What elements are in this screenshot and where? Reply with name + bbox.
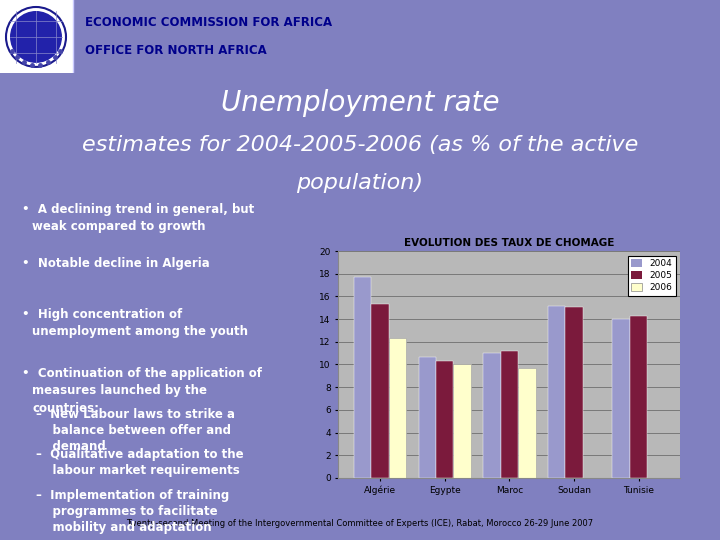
Text: weak compared to growth: weak compared to growth <box>32 220 206 233</box>
Text: •  High concentration of: • High concentration of <box>22 308 182 321</box>
Text: ECONOMIC COMMISSION FOR AFRICA: ECONOMIC COMMISSION FOR AFRICA <box>85 16 332 30</box>
Bar <box>454 364 471 478</box>
Text: Unemployment rate: Unemployment rate <box>221 89 499 117</box>
Text: –  New Labour laws to strike a: – New Labour laws to strike a <box>36 408 235 421</box>
Text: Twenty-second Meeting of the Intergovernmental Committee of Experts (ICE), Rabat: Twenty-second Meeting of the Intergovern… <box>127 519 593 528</box>
Bar <box>500 351 518 478</box>
Bar <box>372 305 389 478</box>
Text: measures launched by the: measures launched by the <box>32 384 207 397</box>
Bar <box>0 0 73 73</box>
Text: demand: demand <box>36 440 106 453</box>
Text: unemployment among the youth: unemployment among the youth <box>32 325 248 338</box>
Bar <box>483 353 500 478</box>
Text: programmes to facilitate: programmes to facilitate <box>36 505 217 518</box>
Bar <box>418 356 436 478</box>
Text: population): population) <box>297 173 423 193</box>
Bar <box>565 307 582 478</box>
Title: EVOLUTION DES TAUX DE CHOMAGE: EVOLUTION DES TAUX DE CHOMAGE <box>404 238 615 247</box>
Text: labour market requirements: labour market requirements <box>36 464 240 477</box>
Text: countries:: countries: <box>32 402 99 415</box>
Bar <box>613 319 630 478</box>
Circle shape <box>10 11 62 63</box>
Text: •  Notable decline in Algeria: • Notable decline in Algeria <box>22 256 210 269</box>
Bar <box>548 306 565 478</box>
Text: •  Continuation of the application of: • Continuation of the application of <box>22 367 261 380</box>
Bar <box>354 277 372 478</box>
Circle shape <box>6 7 66 67</box>
Bar <box>389 339 406 478</box>
Bar <box>436 361 454 478</box>
Text: balance between offer and: balance between offer and <box>36 424 231 437</box>
Text: estimates for 2004-2005-2006 (as % of the active: estimates for 2004-2005-2006 (as % of th… <box>82 135 638 155</box>
Text: mobility and adaptation: mobility and adaptation <box>36 521 212 534</box>
Bar <box>630 316 647 478</box>
Text: •  A declining trend in general, but: • A declining trend in general, but <box>22 202 254 215</box>
Text: –  Implementation of training: – Implementation of training <box>36 489 229 502</box>
Legend: 2004, 2005, 2006: 2004, 2005, 2006 <box>628 255 676 295</box>
Text: –  Qualitative adaptation to the: – Qualitative adaptation to the <box>36 448 243 461</box>
Bar <box>518 368 536 478</box>
Text: OFFICE FOR NORTH AFRICA: OFFICE FOR NORTH AFRICA <box>85 44 266 57</box>
